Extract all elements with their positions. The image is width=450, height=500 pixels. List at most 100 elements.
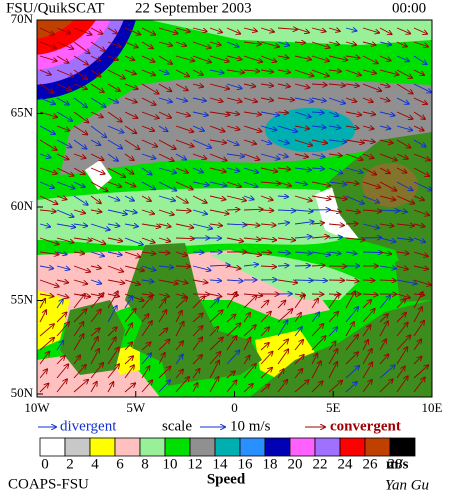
wind-vector <box>396 224 414 226</box>
wind-vector <box>379 365 395 379</box>
wind-vector <box>243 84 255 87</box>
lon-label: 10W <box>24 400 50 415</box>
wind-vector <box>311 154 325 157</box>
wind-vector <box>345 167 363 173</box>
wind-vector <box>158 339 170 351</box>
wind-vector <box>192 265 211 270</box>
wind-vector <box>226 154 244 156</box>
wind-vector <box>328 70 341 71</box>
wind-vector <box>328 294 339 309</box>
wind-vector <box>260 266 276 267</box>
wind-vector <box>311 312 319 323</box>
wind-vector <box>73 252 84 254</box>
wind-vector <box>260 41 279 47</box>
wind-vector <box>311 381 323 393</box>
wind-vector <box>158 380 170 393</box>
wind-vector <box>141 380 152 393</box>
wind-vector <box>311 336 326 351</box>
wind-vector <box>277 252 290 253</box>
wind-vector <box>396 252 409 254</box>
wind-vector <box>90 223 110 230</box>
legend-convergent: convergent <box>330 418 401 434</box>
wind-vector <box>396 111 413 119</box>
wind-vector <box>311 353 317 365</box>
wind-vector <box>413 181 432 190</box>
wind-vector <box>175 297 187 309</box>
wind-vector <box>56 252 67 254</box>
wind-vector <box>328 154 342 156</box>
wind-vector <box>277 56 289 58</box>
wind-vector <box>192 153 206 159</box>
wind-vector <box>328 210 341 212</box>
wind-vector <box>413 279 431 285</box>
wind-vector <box>158 70 169 74</box>
wind-vector <box>73 167 85 174</box>
wind-vector <box>243 356 250 365</box>
wind-vector <box>345 126 359 128</box>
wind-vector <box>396 279 417 284</box>
wind-vector <box>107 347 119 365</box>
wind-vector <box>158 252 170 253</box>
wind-vectors <box>39 27 432 393</box>
wind-vector <box>141 252 155 254</box>
wind-vector <box>277 181 291 186</box>
wind-vector <box>277 154 288 157</box>
wind-vector <box>124 125 136 133</box>
wind-vector <box>90 293 104 309</box>
wind-vector <box>158 181 176 191</box>
wind-vector <box>175 370 183 379</box>
wind-vector <box>107 125 123 132</box>
wind-vector <box>124 323 132 337</box>
wind-vector <box>90 139 100 145</box>
wind-vector <box>158 167 176 173</box>
wind-vector <box>277 320 288 337</box>
wind-vector <box>39 55 57 61</box>
wind-vector <box>396 97 409 104</box>
legend-scale: scale <box>162 418 192 434</box>
wind-vector <box>413 365 428 379</box>
color-swatch <box>114 437 141 457</box>
speed-field <box>37 188 340 247</box>
wind-vector <box>277 301 285 309</box>
speed-tick-label: 14 <box>213 456 229 472</box>
wind-vector <box>277 223 289 224</box>
date: 22 September 2003 <box>135 0 252 16</box>
wind-vector <box>56 322 69 337</box>
wind-vector <box>345 139 364 143</box>
wind-vector <box>379 354 388 365</box>
wind-vector <box>362 325 371 337</box>
wind-vector <box>396 335 411 351</box>
wind-vector <box>294 222 314 224</box>
wind-vector <box>107 364 119 379</box>
wind-vector <box>413 97 427 104</box>
wind-vector <box>396 167 407 173</box>
wind-vector <box>277 265 289 266</box>
wind-vector <box>345 56 360 58</box>
wind-vector <box>328 55 347 60</box>
wind-vector <box>328 362 337 379</box>
wind-vector <box>379 266 396 269</box>
wind-vector <box>141 280 154 282</box>
wind-vector <box>158 367 170 379</box>
wind-vector <box>413 27 427 34</box>
wind-vector <box>277 280 297 283</box>
wind-vector <box>311 55 329 61</box>
speed-field <box>85 160 112 190</box>
wind-vector <box>209 310 223 323</box>
wind-vector <box>39 125 55 134</box>
wind-vector <box>243 384 253 393</box>
wind-vector <box>294 252 312 253</box>
wind-vector <box>379 296 390 309</box>
lat-label: 60N <box>11 198 34 213</box>
wind-vector <box>294 313 301 323</box>
wind-vector <box>379 237 395 242</box>
wind-vector <box>158 279 178 284</box>
wind-vector <box>226 380 237 393</box>
wind-vector <box>328 42 339 45</box>
wind-vector <box>158 294 169 297</box>
wind-vector <box>379 140 393 143</box>
speed-tick-label: 4 <box>91 456 99 472</box>
wind-vector <box>226 237 243 241</box>
